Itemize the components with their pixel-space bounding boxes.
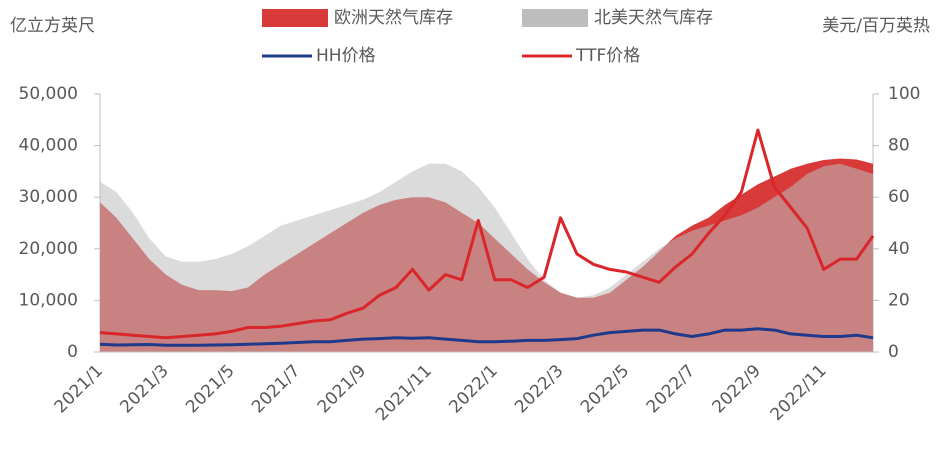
- y-tick-label: 50,000: [19, 84, 78, 104]
- legend-label: 北美天然气库存: [594, 8, 713, 28]
- y2-axis-title: 美元/百万英热: [822, 16, 930, 36]
- y-tick-label: 10,000: [19, 290, 78, 310]
- x-tick-label: 2021/7: [248, 361, 304, 417]
- y2-tick-label: 100: [888, 84, 920, 104]
- legend-swatch: [262, 9, 328, 27]
- x-tick-label: 2022/5: [577, 361, 633, 417]
- area: [100, 163, 873, 352]
- x-tick-label: 2022/7: [643, 361, 699, 417]
- x-tick-label: 2021/3: [116, 361, 172, 417]
- legend-label: TTF价格: [575, 46, 640, 66]
- line: [99, 327, 874, 347]
- y-tick-label: 40,000: [19, 136, 78, 156]
- y-axis-title: 亿立方英尺: [10, 16, 95, 36]
- y2-tick-label: 40: [888, 239, 910, 259]
- x-tick-label: 2022/9: [709, 361, 765, 417]
- legend-label: HH价格: [316, 46, 376, 66]
- y-tick-label: 20,000: [19, 239, 78, 259]
- y-tick-label: 0: [67, 342, 78, 362]
- y-tick-label: 30,000: [19, 187, 78, 207]
- x-tick-label: 2022/11: [767, 361, 831, 425]
- x-tick-label: 2021/5: [182, 361, 238, 417]
- x-tick-label: 2021/1: [51, 361, 107, 417]
- legend-swatch: [522, 9, 588, 27]
- y2-tick-label: 80: [888, 136, 910, 156]
- legend-label: 欧洲天然气库存: [334, 8, 453, 28]
- y2-tick-label: 60: [888, 187, 910, 207]
- x-tick-label: 2021/11: [372, 361, 436, 425]
- x-tick-label: 2022/1: [445, 361, 501, 417]
- x-tick-label: 2022/3: [511, 361, 567, 417]
- line: [99, 128, 875, 340]
- x-tick-label: 2021/9: [314, 361, 370, 417]
- y2-tick-label: 0: [888, 342, 899, 362]
- y2-tick-label: 20: [888, 290, 910, 310]
